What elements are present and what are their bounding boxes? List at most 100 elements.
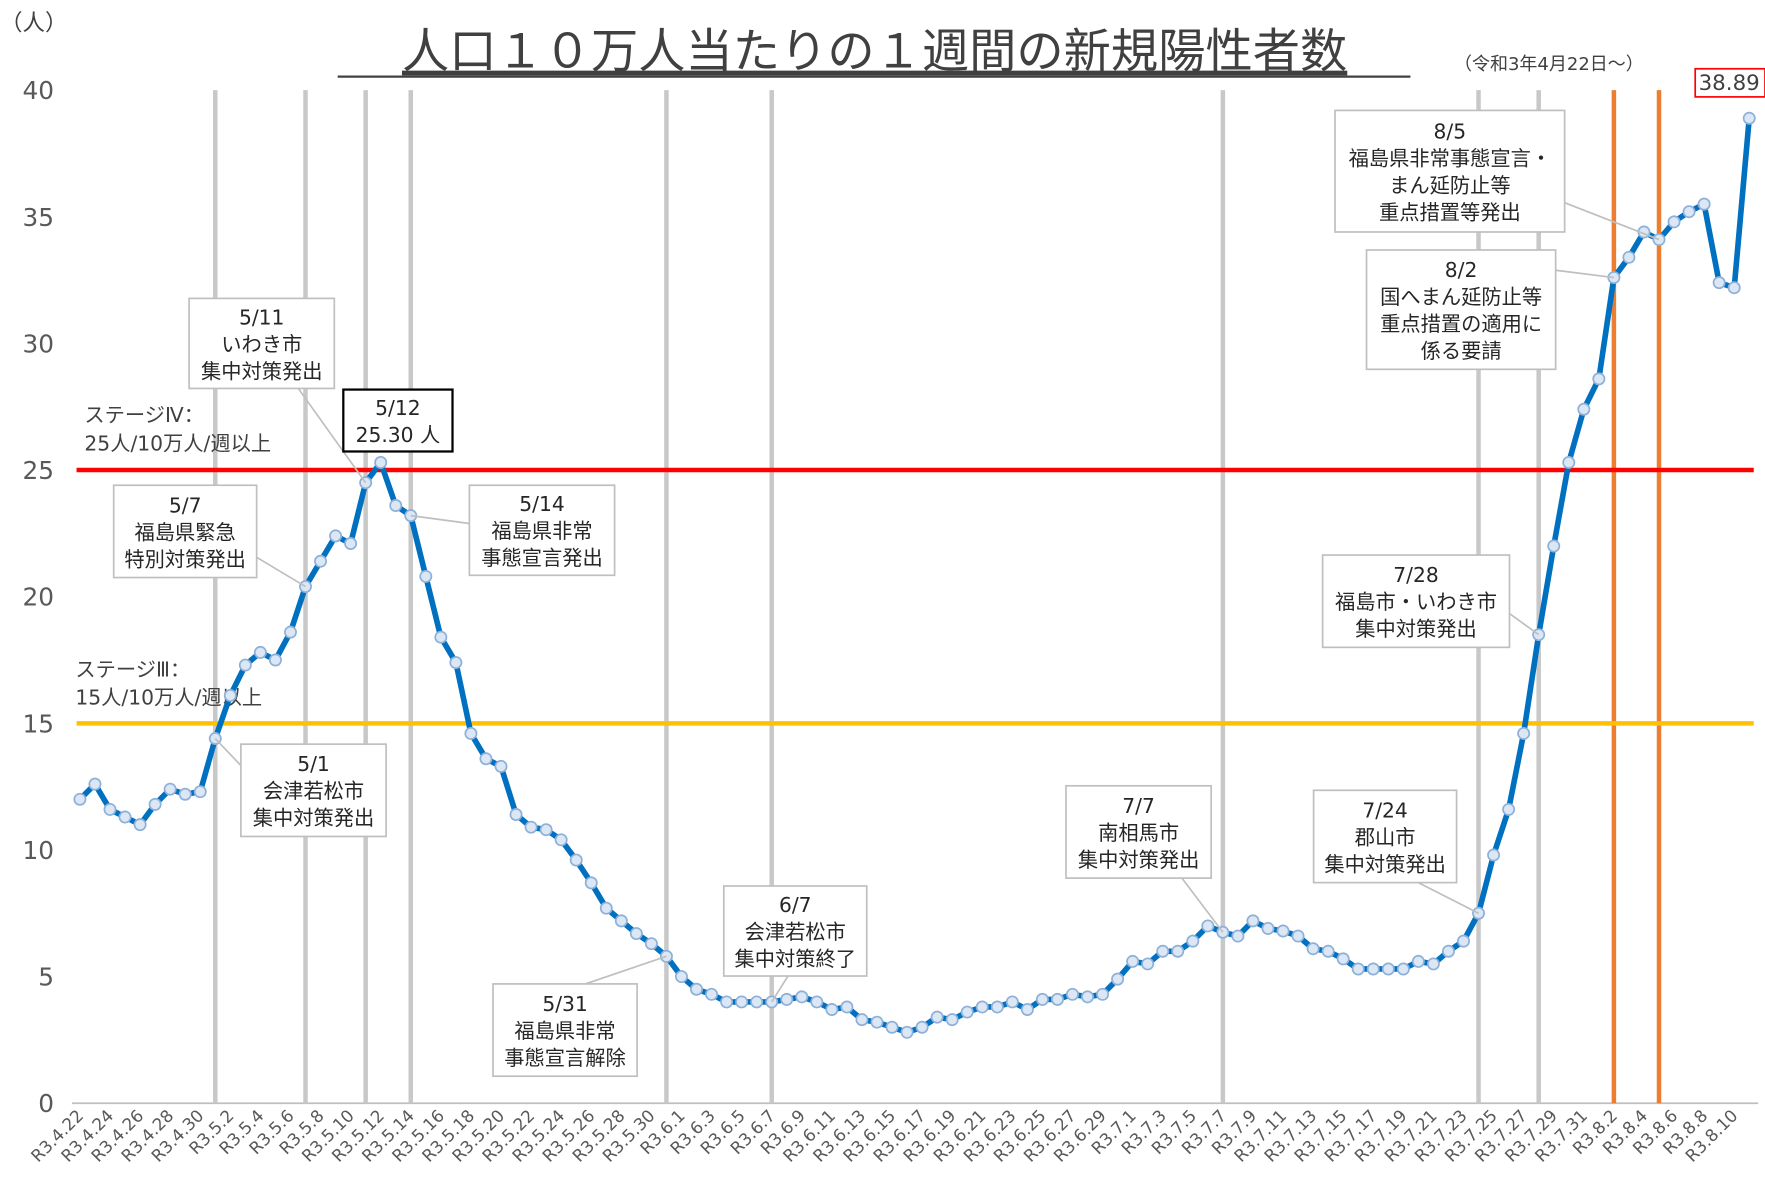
data-point [1366, 962, 1380, 976]
data-point [1171, 944, 1185, 958]
y-tick-label: 25 [23, 456, 54, 485]
chart-title: 人口１０万人当たりの１週間の新規陽性者数 [402, 25, 1347, 80]
data-point [1201, 919, 1215, 933]
data-point [389, 499, 403, 512]
callout-box [722, 885, 868, 977]
callout-text: 事態宣言発出 [481, 546, 603, 570]
data-point [975, 1000, 989, 1014]
reference-label: ステージⅣ： [84, 403, 204, 427]
data-point [765, 995, 779, 1009]
callout-text: 8/5 [1434, 120, 1467, 144]
data-point [1306, 942, 1320, 956]
callout-text: 福島県非常 [514, 1019, 615, 1043]
data-label: 38.89 [1699, 71, 1760, 96]
data-point [253, 645, 267, 659]
data-point [1487, 848, 1501, 862]
data-point [990, 1000, 1004, 1014]
data-point [1336, 952, 1350, 966]
data-point [720, 995, 734, 1009]
data-point [705, 987, 719, 1001]
callout-text: 5/31 [542, 992, 587, 1016]
callout-pointer [214, 737, 242, 767]
callout-text: 特別対策発出 [124, 547, 246, 571]
y-tick-label: 5 [38, 963, 54, 992]
callout-text: 福島県非常事態宣言・ [1349, 147, 1552, 171]
data-point [539, 823, 553, 837]
data-label: 25.30 人 [356, 423, 441, 447]
callout-pointer [297, 387, 367, 484]
data-point [1020, 1003, 1034, 1016]
data-point [1547, 539, 1561, 553]
callout-text: 6/7 [779, 893, 812, 917]
data-point [1096, 987, 1110, 1001]
callout-text: 7/28 [1393, 563, 1438, 587]
callout-pointer [410, 514, 470, 525]
data-point [900, 1025, 914, 1039]
data-point [178, 787, 192, 801]
callout-text: 会津若松市 [745, 920, 846, 944]
data-point [1562, 455, 1576, 469]
callout-box [1334, 109, 1566, 233]
data-point [193, 785, 207, 799]
data-point [133, 818, 147, 832]
data-point [915, 1020, 929, 1034]
y-tick-label: 15 [23, 709, 54, 738]
data-point [735, 995, 749, 1009]
data-point [1261, 921, 1275, 935]
data-point [810, 995, 824, 1009]
reference-label: 15人/10万人/週以上 [75, 686, 262, 710]
data-point [1276, 924, 1290, 938]
data-point [464, 726, 478, 740]
reference-label: 25人/10万人/週以上 [84, 431, 271, 455]
data-point [1156, 944, 1170, 958]
callout-text: 集中対策発出 [1355, 617, 1477, 641]
y-tick-label: 10 [23, 836, 54, 865]
data-point [88, 777, 102, 791]
data-point [1035, 992, 1049, 1006]
data-point [1066, 987, 1079, 1001]
callout-text: 重点措置の適用に [1380, 312, 1542, 336]
data-point [1291, 929, 1305, 943]
data-point [1622, 250, 1636, 264]
callout-pointer [585, 955, 667, 985]
y-tick-label: 20 [23, 583, 54, 612]
data-point [163, 782, 177, 796]
callout-pointer [256, 556, 306, 588]
callout-text: 事態宣言解除 [504, 1046, 626, 1070]
callout-text: 5/14 [519, 492, 564, 516]
data-point [148, 797, 162, 811]
data-point [690, 982, 703, 996]
data-point [584, 876, 598, 890]
data-point [930, 1010, 944, 1024]
callout-box [1065, 784, 1213, 879]
data-point [524, 820, 538, 834]
data-point [554, 833, 568, 847]
data-point [1126, 954, 1140, 968]
callout-text: 5/7 [169, 493, 202, 517]
data-point [479, 752, 493, 766]
callout-text: 南相馬市 [1098, 821, 1179, 845]
callout-text: 集中対策発出 [201, 359, 323, 383]
data-point [1592, 372, 1606, 386]
data-point [1005, 995, 1019, 1009]
y-axis-label: （人） [0, 10, 68, 36]
data-point [1441, 944, 1455, 958]
data-point [1351, 962, 1365, 976]
callout-box [112, 484, 258, 579]
data-point [870, 1015, 884, 1029]
callout-box [492, 983, 638, 1078]
callout-pointer [1508, 612, 1540, 636]
data-point [223, 688, 237, 702]
callout-text: 集中対策発出 [1324, 852, 1446, 876]
callout-text: 集中対策発出 [1078, 848, 1200, 872]
data-point [1141, 957, 1155, 971]
callout-text: 集中対策発出 [253, 806, 375, 830]
data-point [780, 992, 794, 1006]
data-point [629, 927, 643, 941]
data-point [1697, 197, 1711, 211]
callout-text: 8/2 [1445, 258, 1478, 282]
callout-text: 5/12 [375, 396, 420, 420]
data-point [449, 656, 463, 670]
callout-pointer [1564, 201, 1660, 241]
